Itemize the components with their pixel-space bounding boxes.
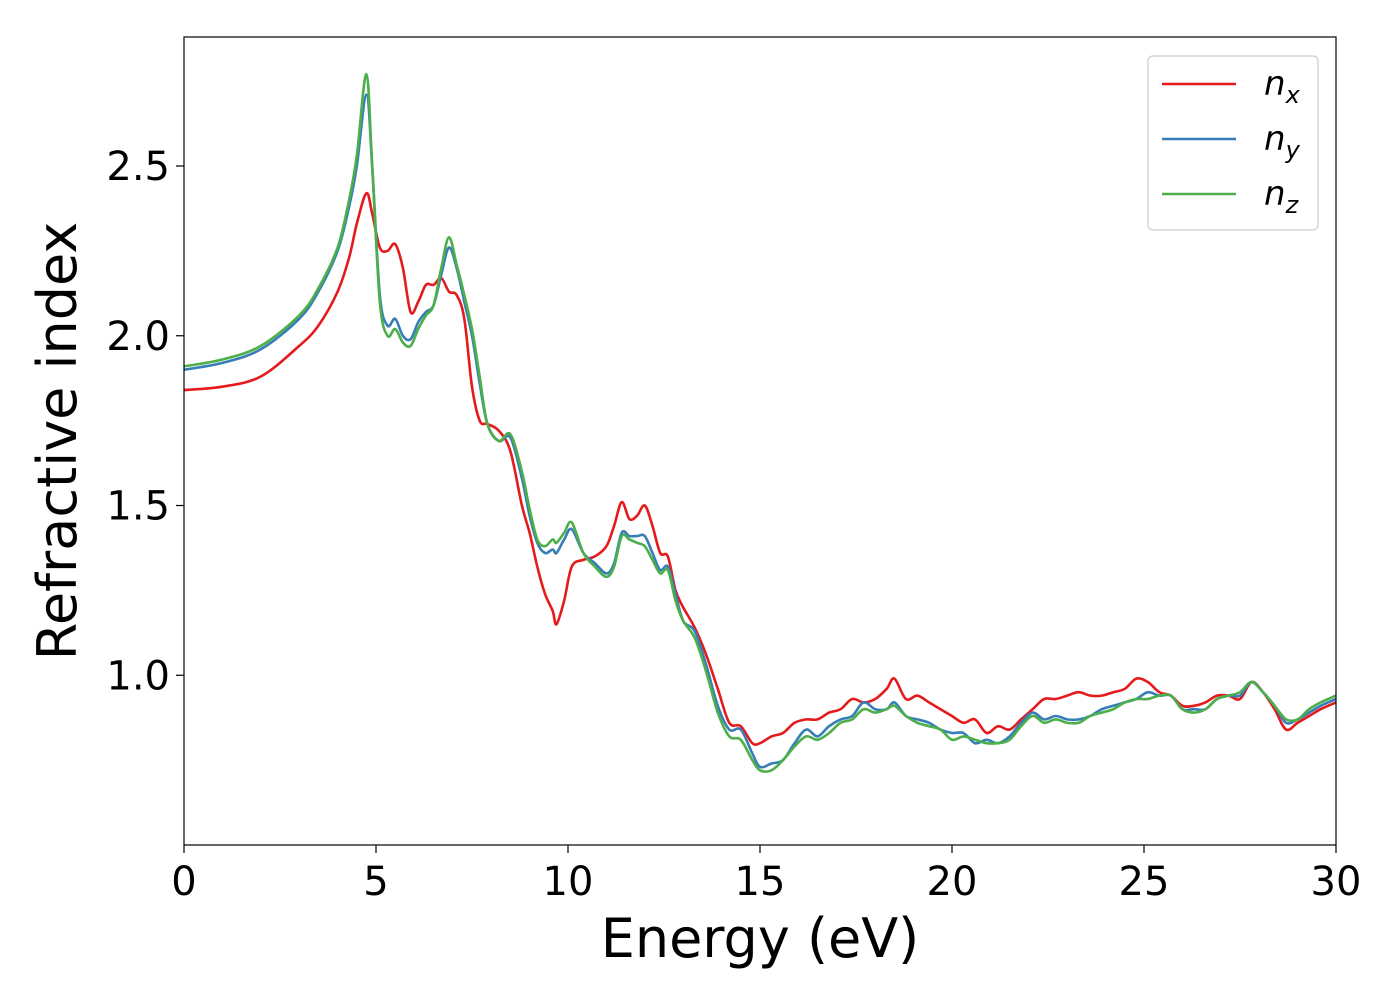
x-tick-label: 5 [363, 859, 388, 905]
legend-label-main: n [1264, 174, 1286, 214]
x-tick-label: 15 [735, 859, 786, 905]
legend-label-n-x: nx [1264, 64, 1301, 109]
series-layer [184, 72, 1336, 773]
legend-label-subscript: y [1285, 136, 1301, 164]
series-line-n-z [184, 72, 1336, 773]
y-axis-label: Refractive index [26, 222, 89, 661]
x-tick-label: 25 [1119, 859, 1170, 905]
legend-label-main: n [1264, 119, 1286, 159]
legend-label-subscript: z [1285, 191, 1300, 219]
legend-label-n-z: nz [1264, 174, 1300, 219]
y-tick-label: 1.5 [106, 484, 170, 530]
legend-label-main: n [1264, 64, 1286, 104]
y-axis: 1.0 1.5 2.0 2.5 [106, 144, 184, 699]
y-tick-label: 2.0 [106, 314, 170, 360]
x-axis-label: Energy (eV) [601, 907, 920, 970]
x-tick-label: 20 [927, 859, 978, 905]
x-tick-label: 0 [171, 859, 196, 905]
y-tick-label: 2.5 [106, 144, 170, 190]
series-line-n-x [184, 191, 1336, 747]
x-tick-label: 30 [1311, 859, 1362, 905]
legend-label-subscript: x [1285, 81, 1301, 109]
x-axis: 0 5 10 15 20 25 30 [171, 845, 1361, 905]
y-tick-label: 1.0 [106, 653, 170, 699]
legend-box [1147, 55, 1319, 231]
x-tick-label: 10 [543, 859, 594, 905]
legend-label-n-y: ny [1264, 119, 1301, 164]
